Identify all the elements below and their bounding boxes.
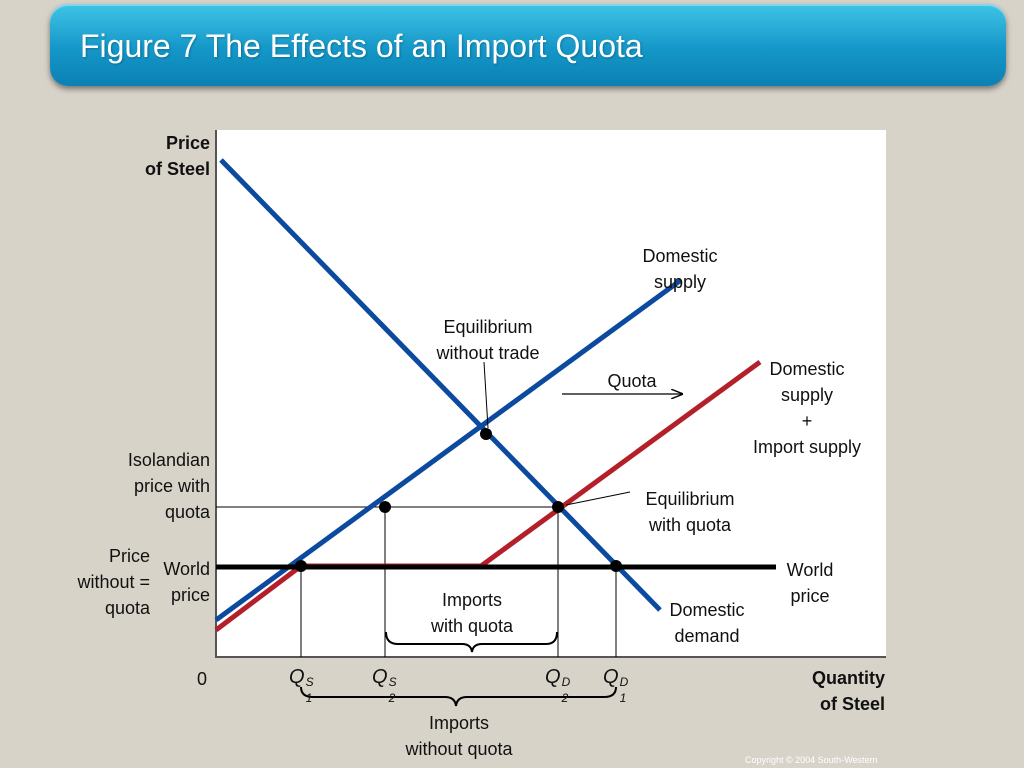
- diagram-panel: [216, 130, 886, 658]
- isolandian-price-label: Isolandian price with quota: [127, 450, 210, 522]
- world-price-left-label: World price: [163, 559, 210, 605]
- imports-without-quota-label: Imports without quota: [405, 713, 513, 759]
- equilibrium-without-trade-pointer: [483, 361, 489, 429]
- y-axis-label: Price of Steel: [144, 133, 210, 179]
- imports-without-quota-brace: [300, 686, 617, 707]
- copyright-footer: Copyright © 2004 South-Western: [745, 755, 878, 765]
- x-axis-label: Quantity of Steel: [811, 668, 885, 714]
- world-price-right-label: World price: [786, 560, 834, 606]
- price-without-quota-label: Price without = quota: [77, 546, 150, 618]
- supply-at-quota-price-point: [379, 501, 391, 513]
- equilibrium-with-quota-label: Equilibrium with quota: [645, 489, 735, 535]
- equilibrium-without-trade-point: [480, 428, 492, 440]
- domestic-supply-label: Domestic supply: [642, 246, 718, 292]
- origin-label: 0: [196, 669, 207, 689]
- equilibrium-with-quota-pointer: [565, 491, 631, 506]
- domestic-demand-label: Domestic demand: [669, 600, 745, 646]
- demand-at-world-price-point: [610, 560, 622, 572]
- page-title: Figure 7 The Effects of an Import Quota: [80, 28, 643, 64]
- imports-with-quota-brace: [385, 631, 558, 653]
- domestic-demand-curve: [219, 158, 662, 612]
- quota-label: Quota: [607, 371, 657, 391]
- title-bar: Figure 7 The Effects of an Import Quota: [50, 4, 1006, 86]
- domestic-plus-import-label: Domestic supply + Import supply: [752, 359, 862, 457]
- imports-with-quota-label: Imports with quota: [430, 590, 514, 636]
- domestic-supply-curve: [214, 277, 683, 623]
- equilibrium-without-trade-label: Equilibrium without trade: [436, 317, 540, 363]
- equilibrium-with-quota-point: [552, 501, 564, 513]
- supply-at-world-price-point: [295, 560, 307, 572]
